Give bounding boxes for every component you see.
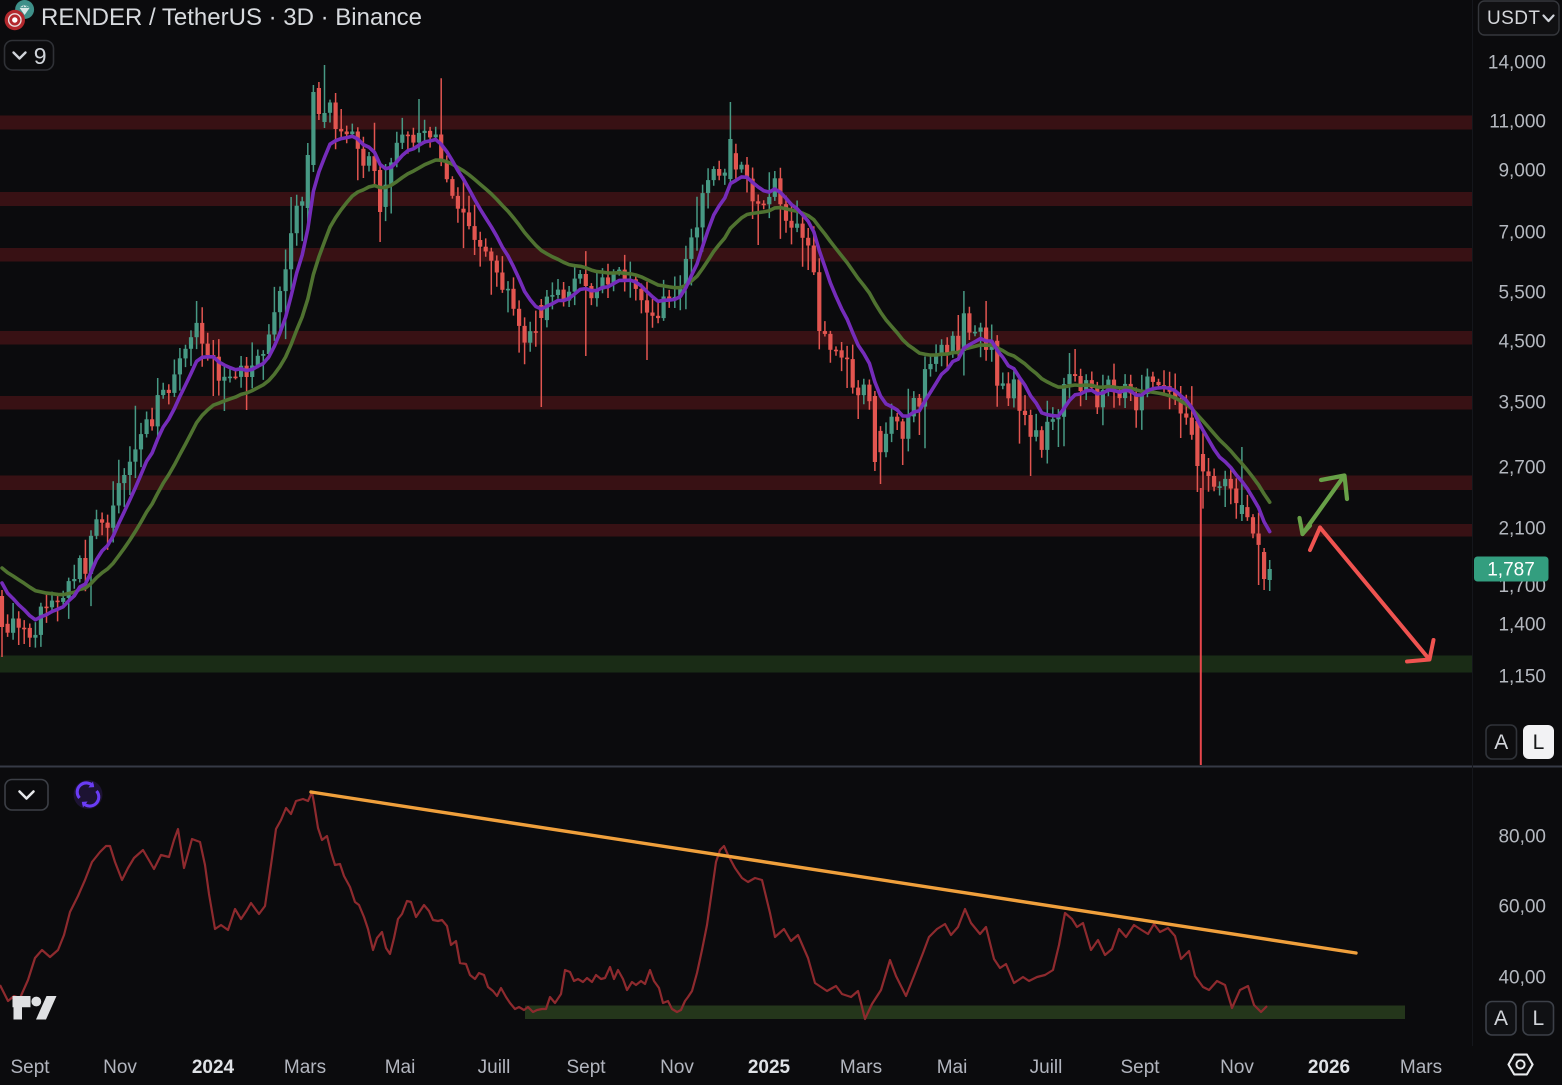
svg-text:1,400: 1,400 xyxy=(1498,615,1546,636)
svg-text:A: A xyxy=(1494,1007,1508,1030)
svg-text:Sept: Sept xyxy=(1120,1057,1160,1078)
svg-text:5,500: 5,500 xyxy=(1498,283,1546,304)
svg-text:2024: 2024 xyxy=(192,1057,235,1078)
svg-text:A: A xyxy=(1494,731,1508,754)
svg-text:2026: 2026 xyxy=(1308,1057,1350,1078)
svg-text:Nov: Nov xyxy=(1220,1057,1254,1078)
svg-text:Nov: Nov xyxy=(103,1057,137,1078)
svg-text:1,787: 1,787 xyxy=(1487,560,1535,581)
svg-text:USDT: USDT xyxy=(1487,8,1540,29)
svg-text:L: L xyxy=(1532,1007,1544,1030)
svg-text:RENDER / TetherUS · 3D · Binan: RENDER / TetherUS · 3D · Binance xyxy=(41,4,422,31)
svg-text:1,150: 1,150 xyxy=(1498,667,1546,688)
svg-text:40,00: 40,00 xyxy=(1498,968,1546,989)
svg-text:9,000: 9,000 xyxy=(1498,161,1546,182)
svg-text:Mars: Mars xyxy=(284,1057,326,1078)
svg-text:L: L xyxy=(1533,731,1545,754)
svg-text:Nov: Nov xyxy=(660,1057,694,1078)
svg-text:60,00: 60,00 xyxy=(1498,897,1546,918)
svg-text:4,500: 4,500 xyxy=(1498,332,1546,353)
svg-text:Juill: Juill xyxy=(478,1057,511,1078)
svg-text:3,500: 3,500 xyxy=(1498,393,1546,414)
svg-text:Juill: Juill xyxy=(1030,1057,1063,1078)
svg-text:11,000: 11,000 xyxy=(1489,112,1546,133)
svg-text:80,00: 80,00 xyxy=(1498,827,1546,848)
svg-text:9: 9 xyxy=(34,43,47,69)
svg-text:2,700: 2,700 xyxy=(1498,458,1546,479)
svg-text:14,000: 14,000 xyxy=(1488,53,1546,74)
svg-text:7,000: 7,000 xyxy=(1498,223,1546,244)
svg-text:Mai: Mai xyxy=(937,1057,968,1078)
svg-text:Sept: Sept xyxy=(566,1057,606,1078)
svg-text:Mars: Mars xyxy=(840,1057,882,1078)
svg-text:2025: 2025 xyxy=(748,1057,791,1078)
svg-text:Mai: Mai xyxy=(385,1057,416,1078)
svg-text:Sept: Sept xyxy=(10,1057,50,1078)
svg-text:Mars: Mars xyxy=(1400,1057,1442,1078)
svg-text:2,100: 2,100 xyxy=(1498,519,1546,540)
